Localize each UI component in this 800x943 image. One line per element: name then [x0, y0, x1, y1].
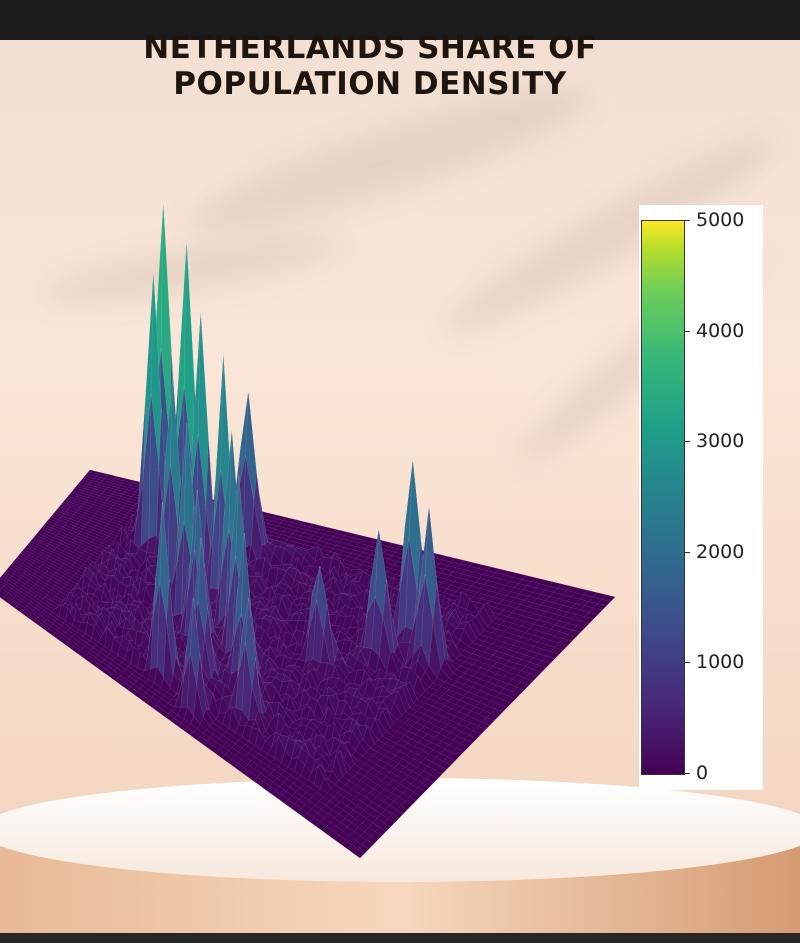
colorbar-tick — [684, 220, 690, 221]
surface-mesh — [0, 203, 616, 859]
colorbar-tick-label: 1000 — [696, 651, 745, 674]
colorbar — [641, 220, 685, 775]
colorbar-tick-label: 3000 — [696, 430, 745, 453]
colorbar-tick-label: 5000 — [696, 209, 745, 231]
colorbar-tick-label: 4000 — [696, 319, 745, 342]
podium — [0, 778, 800, 933]
colorbar-tick — [684, 330, 690, 332]
colorbar-tick — [684, 773, 690, 774]
title-line-1: NETHERLANDS SHARE OF — [143, 30, 597, 66]
colorbar-tick — [684, 441, 690, 443]
colorbar-tick — [684, 662, 690, 664]
colorbar-tick-label: 0 — [696, 762, 709, 784]
title-line-2: POPULATION DENSITY — [173, 66, 567, 102]
colorbar-tick — [684, 551, 690, 553]
bottom-bar — [0, 933, 800, 943]
chart-title: NETHERLANDS SHARE OF POPULATION DENSITY — [90, 30, 650, 102]
colorbar-tick-label: 2000 — [696, 540, 745, 563]
colorbar-panel: 0 1000 2000 3000 4000 5000 — [639, 205, 763, 790]
surface-cell — [353, 848, 365, 859]
